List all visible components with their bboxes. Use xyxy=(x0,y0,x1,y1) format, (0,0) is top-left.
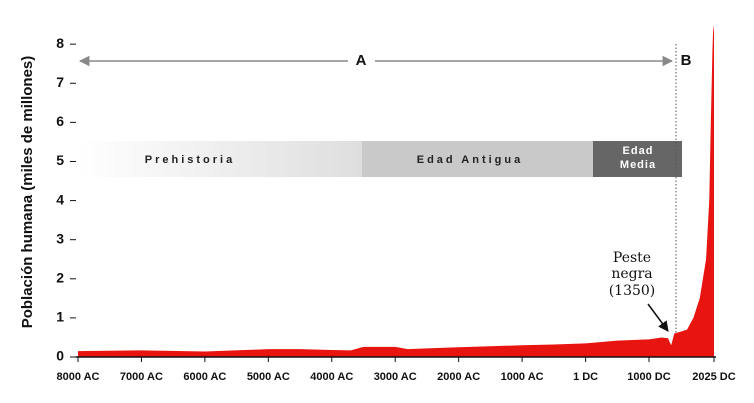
y-tick-label: 4 xyxy=(56,191,64,207)
x-tick-label: 2000 AC xyxy=(437,371,480,383)
y-tick-label: 2 xyxy=(56,269,64,285)
period-band xyxy=(362,141,593,177)
area xyxy=(78,24,714,357)
period-label: Edad xyxy=(623,145,654,157)
period-band xyxy=(593,141,682,177)
span-label: B xyxy=(681,52,692,69)
y-tick-label: 5 xyxy=(56,152,64,168)
x-tick-label: 1 DC xyxy=(573,371,598,383)
x-tick-label: 5000 AC xyxy=(247,371,290,383)
y-tick-label: 7 xyxy=(56,74,64,90)
x-tick-label: 2025 DC xyxy=(692,371,735,383)
annotation: Peste xyxy=(613,250,651,266)
period-band xyxy=(78,141,362,177)
x-tick-label: 7000 AC xyxy=(120,371,163,383)
x-tick-label: 4000 AC xyxy=(310,371,353,383)
x-tick-label: 8000 AC xyxy=(56,371,99,383)
x-tick-label: 3000 AC xyxy=(374,371,417,383)
x-tick-label: 1000 AC xyxy=(501,371,544,383)
y-tick-label: 0 xyxy=(56,348,64,364)
period-label: Prehistoria xyxy=(145,154,235,166)
period-label: Media xyxy=(620,159,656,171)
y-axis-label: Población humana (miles de millones) xyxy=(19,56,36,329)
y-tick-label: 6 xyxy=(56,113,64,129)
annotation: (1350) xyxy=(609,283,656,299)
x-tick-label: 6000 AC xyxy=(183,371,226,383)
annotation: negra xyxy=(611,266,652,282)
period-label: Edad Antigua xyxy=(417,154,523,166)
y-tick-label: 3 xyxy=(56,230,64,246)
y-tick-label: 8 xyxy=(56,35,64,51)
y-tick-label: 1 xyxy=(56,309,64,325)
span-label: A xyxy=(356,52,367,69)
x-tick-label: 1000 DC xyxy=(627,371,670,383)
annotation-arrow xyxy=(647,303,669,332)
